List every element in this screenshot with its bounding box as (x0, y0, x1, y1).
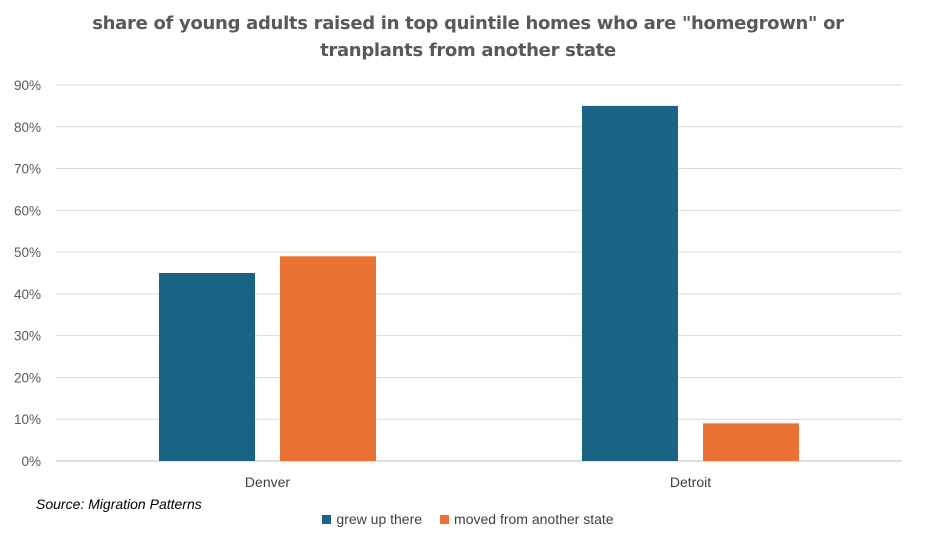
y-tick-label: 90% (14, 78, 41, 93)
chart-title: share of young adults raised in top quin… (92, 13, 844, 61)
source-note: Source: Migration Patterns (36, 496, 202, 512)
y-tick-label: 10% (14, 412, 41, 427)
x-category-label: Denver (245, 474, 290, 490)
legend-label: grew up there (336, 511, 423, 527)
y-axis-tick-labels: 0% 10% 20% 30% 40% 50% 60% 70% 80% 90% (14, 78, 41, 469)
bar-denver-grew-up-there (159, 273, 255, 461)
legend-item-moved-from-another-state: moved from another state (440, 511, 614, 527)
y-tick-label: 30% (14, 329, 41, 344)
bar-detroit-moved-from-another-state (703, 423, 799, 461)
legend-swatch (440, 514, 450, 524)
legend-item-grew-up-there: grew up there (322, 511, 422, 527)
y-tick-label: 70% (14, 162, 41, 177)
x-category-label: Detroit (670, 474, 711, 490)
y-tick-label: 0% (21, 454, 41, 469)
legend: grew up there moved from another state (0, 511, 936, 527)
bar-detroit-grew-up-there (582, 105, 678, 461)
legend-swatch (322, 514, 332, 524)
y-tick-label: 50% (14, 245, 41, 260)
y-tick-label: 20% (14, 370, 41, 385)
bars (159, 105, 799, 461)
x-axis-category-labels: Denver Detroit (245, 474, 711, 490)
y-tick-label: 40% (14, 287, 41, 302)
bar-denver-moved-from-another-state (280, 256, 376, 461)
y-tick-label: 80% (14, 120, 41, 135)
legend-label: moved from another state (454, 511, 614, 527)
y-tick-label: 60% (14, 203, 41, 218)
